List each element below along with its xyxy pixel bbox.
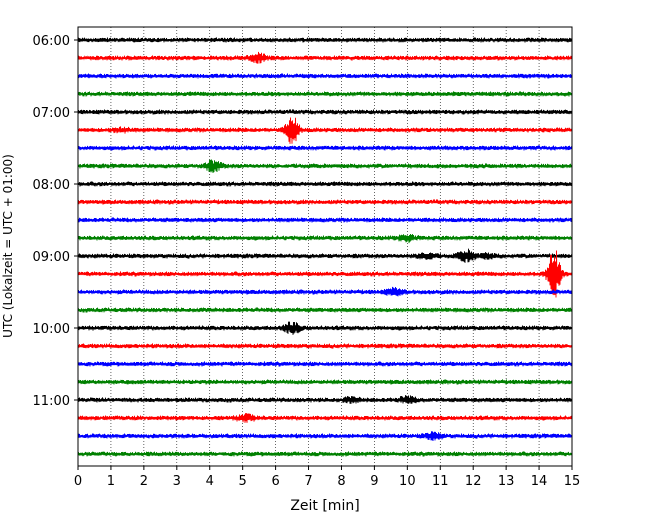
x-ticks: 0 1 2 3 4 5 6 7 8 9 10 11 12 13 14 15	[74, 466, 580, 489]
x-tick-label-13: 13	[498, 474, 515, 489]
trace-0630	[77, 73, 573, 79]
x-tick-label-7: 7	[304, 474, 312, 489]
trace-0600	[77, 37, 573, 43]
y-tick-label-4: 10:00	[33, 322, 70, 337]
trace-0730	[77, 145, 573, 151]
x-tick-label-0: 0	[74, 474, 82, 489]
x-tick-label-3: 3	[173, 474, 181, 489]
x-tick-label-14: 14	[531, 474, 548, 489]
x-tick-label-10: 10	[399, 474, 416, 489]
trace-0715	[77, 117, 573, 144]
x-axis-label: Zeit [min]	[290, 498, 359, 514]
y-ticks: 06:00 07:00 08:00 09:00 10:00 11:00	[33, 34, 78, 409]
trace-0815	[77, 199, 573, 205]
x-tick-label-15: 15	[564, 474, 581, 489]
trace-0845	[77, 233, 573, 244]
trace-0645	[77, 91, 573, 97]
trace-0900	[77, 248, 573, 263]
trace-0615	[77, 51, 573, 64]
trace-1115	[77, 413, 573, 423]
trace-1130	[77, 431, 573, 442]
trace-1045	[77, 379, 573, 385]
trace-1030	[77, 361, 573, 367]
trace-0700	[77, 109, 573, 115]
trace-0745	[77, 159, 573, 174]
x-tick-label-4: 4	[206, 474, 214, 489]
x-tick-label-2: 2	[140, 474, 148, 489]
y-axis-label: UTC (Lokalzeit = UTC + 01:00)	[1, 154, 15, 338]
y-tick-label-5: 11:00	[33, 394, 70, 409]
x-tick-label-12: 12	[465, 474, 482, 489]
traces	[77, 37, 573, 457]
trace-0830	[77, 217, 573, 223]
trace-0945	[77, 307, 573, 313]
x-tick-label-5: 5	[239, 474, 247, 489]
trace-1100	[77, 395, 573, 405]
trace-1000	[77, 321, 573, 335]
y-tick-label-0: 06:00	[33, 34, 70, 49]
x-tick-label-11: 11	[432, 474, 449, 489]
trace-0930	[77, 286, 573, 297]
y-tick-label-2: 08:00	[33, 178, 70, 193]
y-tick-label-3: 09:00	[33, 250, 70, 265]
trace-0800	[77, 181, 573, 187]
x-tick-label-8: 8	[337, 474, 345, 489]
trace-1145	[77, 451, 573, 457]
trace-1015	[77, 343, 573, 349]
x-tick-label-6: 6	[271, 474, 279, 489]
x-tick-label-9: 9	[370, 474, 378, 489]
plot-frame	[77, 26, 573, 467]
trace-0915	[77, 250, 573, 298]
x-tick-label-1: 1	[107, 474, 115, 489]
y-tick-label-1: 07:00	[33, 106, 70, 121]
